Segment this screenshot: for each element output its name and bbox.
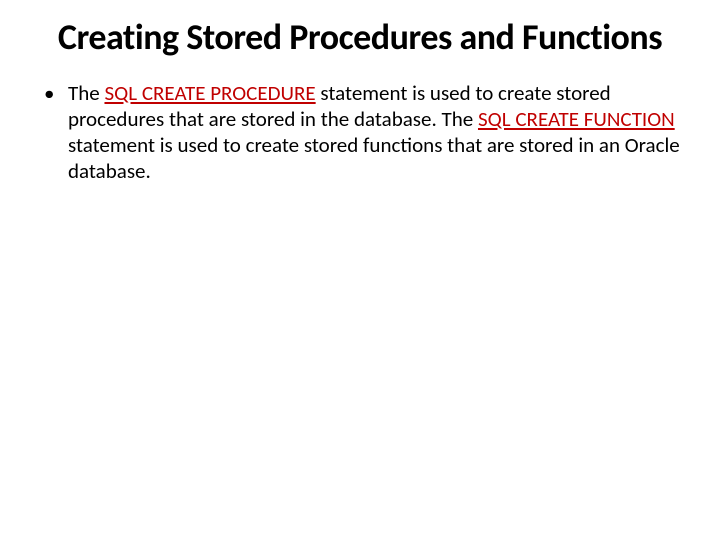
text-segment: The	[68, 80, 104, 106]
bullet-text: The SQL CREATE PROCEDURE statement is us…	[68, 80, 684, 185]
bullet-marker: •	[44, 80, 68, 106]
keyword-create-procedure: SQL CREATE PROCEDURE	[104, 80, 315, 106]
keyword-create-function: SQL CREATE FUNCTION	[478, 106, 675, 132]
slide: Creating Stored Procedures and Functions…	[0, 0, 720, 540]
text-segment: statement is used to create stored funct…	[68, 132, 680, 184]
slide-title: Creating Stored Procedures and Functions	[36, 18, 684, 58]
slide-body: • The SQL CREATE PROCEDURE statement is …	[36, 80, 684, 185]
bullet-item: • The SQL CREATE PROCEDURE statement is …	[44, 80, 684, 185]
